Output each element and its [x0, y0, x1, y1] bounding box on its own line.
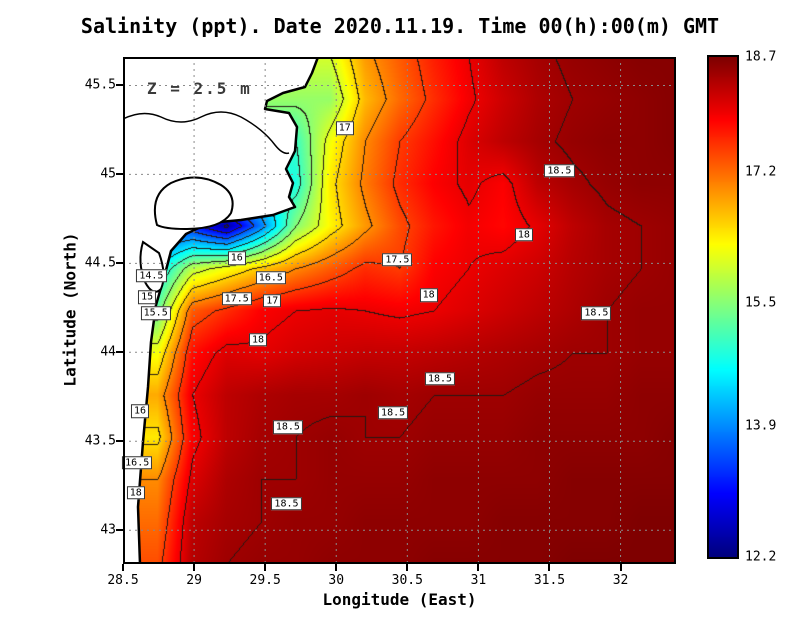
contour-label: 18: [249, 333, 268, 347]
colorbar: [707, 55, 739, 559]
river-path: [123, 111, 290, 155]
contour-label: 18.5: [544, 164, 575, 178]
x-tick-label: 31: [470, 573, 487, 588]
contour-label: 16: [227, 251, 246, 265]
y-tick-label: 44: [100, 344, 116, 360]
contour-label: 17.5: [221, 292, 252, 306]
contour-label: 18.5: [378, 406, 409, 420]
plot-title: Salinity (ppt). Date 2020.11.19. Time 00…: [80, 14, 720, 38]
contour-label: 17: [335, 121, 354, 135]
x-tick-mark: [335, 564, 338, 571]
x-tick-label: 32: [612, 573, 629, 588]
contour-label: 18: [126, 486, 145, 500]
y-tick-label: 44.5: [84, 255, 116, 271]
y-tick-label: 43.5: [84, 433, 116, 449]
colorbar-tick-label: 13.9: [745, 418, 777, 434]
y-tick-mark: [116, 173, 123, 176]
contour-label: 18: [514, 228, 533, 242]
contour-label: 18: [419, 288, 438, 303]
contour-label: 16.5: [255, 270, 286, 285]
y-tick-label: 45: [100, 166, 116, 182]
x-tick-mark: [406, 564, 409, 571]
contour-labels-layer: 17 18.5 18 17.5 18 18.5 16 16.5 14.5 15 15.5 17.5 17…: [122, 57, 676, 564]
contour-label: 17: [263, 293, 282, 308]
contour-label: 15.5: [140, 306, 171, 320]
colorbar-tick-label: 15.5: [745, 295, 777, 311]
y-tick-mark: [116, 440, 123, 443]
lagoon-outline-path: [153, 176, 234, 231]
colorbar-tick-label: 12.2: [745, 549, 777, 565]
y-tick-label: 45.5: [84, 77, 116, 93]
contour-label: 18.5: [424, 372, 456, 386]
x-tick-label: 29.5: [249, 573, 281, 588]
colorbar-tick-label: 17.2: [745, 164, 777, 180]
contour-label: 16: [131, 404, 150, 418]
map-plot-area: 17 18.5 18 17.5 18 18.5 16 16.5 14.5 15 15.5 17.5 17…: [122, 57, 676, 564]
contour-label: 18.5: [581, 306, 612, 320]
contour-label: 14.5: [136, 269, 167, 283]
y-tick-label: 43: [100, 522, 116, 538]
x-tick-label: 28.5: [107, 573, 139, 588]
colorbar-tick-label: 18.7: [745, 49, 777, 65]
contour-label: 16.5: [122, 455, 153, 470]
x-axis-title: Longitude (East): [322, 590, 477, 609]
y-tick-mark: [116, 351, 123, 354]
colorbar-gradient-canvas: [709, 57, 737, 557]
x-tick-mark: [619, 564, 622, 571]
x-tick-mark: [477, 564, 480, 571]
y-tick-mark: [116, 84, 123, 87]
contour-label: 18.5: [271, 496, 302, 511]
y-tick-mark: [116, 262, 123, 265]
map-overlay: [123, 57, 676, 564]
y-axis-title: Latitude (North): [60, 232, 80, 387]
x-tick-mark: [193, 564, 196, 571]
depth-annotation: Z = 2.5 m: [147, 79, 252, 98]
x-tick-mark: [264, 564, 267, 571]
x-tick-label: 30: [328, 573, 345, 588]
x-tick-label: 30.5: [391, 573, 423, 588]
x-tick-mark: [548, 564, 551, 571]
x-tick-label: 29: [186, 573, 202, 588]
x-tick-label: 31.5: [533, 573, 566, 588]
contour-label: 17.5: [382, 253, 413, 267]
y-tick-mark: [116, 529, 123, 532]
x-tick-mark: [122, 564, 124, 571]
contour-label: 15: [138, 290, 157, 304]
contour-label: 18.5: [272, 420, 303, 434]
